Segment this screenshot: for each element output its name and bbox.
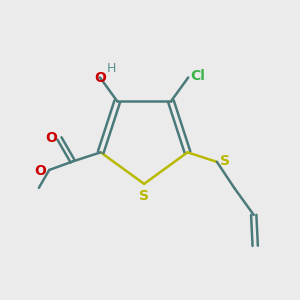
Text: H: H <box>106 61 116 75</box>
Text: S: S <box>139 189 149 203</box>
Text: S: S <box>220 154 230 168</box>
Text: O: O <box>34 164 46 178</box>
Text: O: O <box>45 131 57 145</box>
Text: Cl: Cl <box>190 69 206 83</box>
Text: O: O <box>94 71 106 85</box>
